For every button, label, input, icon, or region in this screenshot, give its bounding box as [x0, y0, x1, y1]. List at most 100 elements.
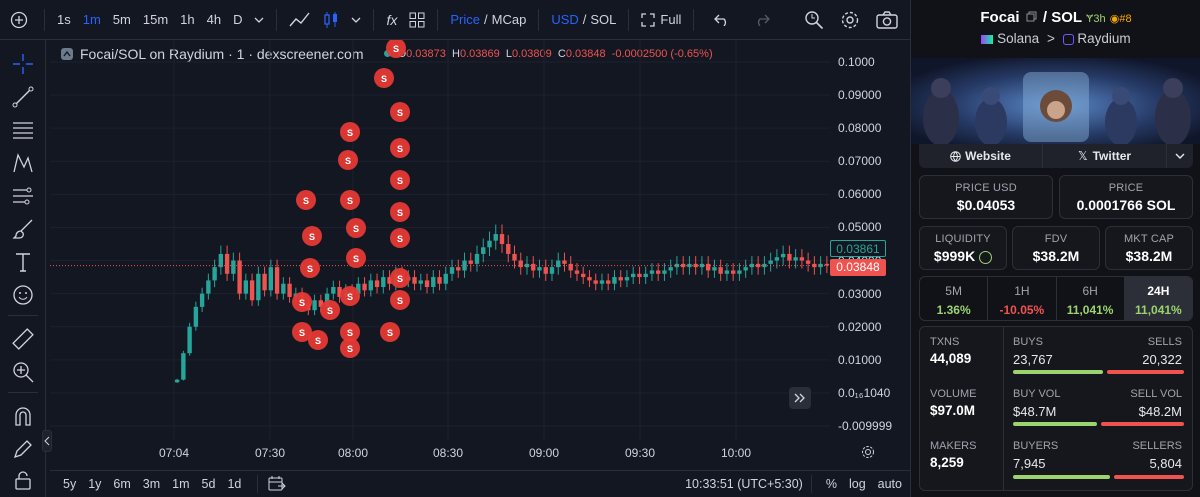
- emoji-tool[interactable]: [11, 283, 35, 307]
- collapse-toolbar-button[interactable]: [42, 430, 52, 452]
- candle-body: [768, 260, 773, 264]
- lock-tool[interactable]: [11, 468, 35, 492]
- indicators-button[interactable]: fx: [380, 0, 403, 40]
- candle-chart-type-button[interactable]: [317, 0, 345, 40]
- goto-date-button[interactable]: [268, 475, 287, 494]
- quote-symbol: SOL: [1051, 9, 1082, 26]
- y-tick-label: 0.0₁₆1040: [838, 385, 891, 400]
- dexscreener-logo-icon: [61, 48, 73, 60]
- range-1d[interactable]: 1d: [227, 477, 242, 491]
- log-scale-toggle[interactable]: log: [848, 477, 866, 491]
- add-symbol-button[interactable]: [0, 0, 38, 40]
- interval-15m[interactable]: 15m: [142, 12, 169, 27]
- clock-readout[interactable]: 10:33:51 (UTC+5:30): [685, 477, 803, 491]
- mktcap-card: MKT CAP $38.2M: [1105, 226, 1193, 270]
- symbol-title: Focai/SOL on Raydium · 1 · dexscreener.c…: [80, 46, 364, 62]
- axis-settings-button[interactable]: [861, 445, 875, 464]
- candle-body: [412, 277, 417, 284]
- raydium-icon: [1062, 33, 1074, 45]
- candle-body: [780, 253, 786, 258]
- search-spark-icon: [805, 10, 824, 29]
- y-tick-label: 0.06000: [838, 187, 882, 202]
- chart-type-dropdown-button[interactable]: [345, 0, 367, 40]
- range-6m[interactable]: 6m: [113, 477, 131, 491]
- candle-body: [487, 240, 492, 248]
- trendline-tool[interactable]: [11, 85, 35, 109]
- sell-marker: [390, 170, 410, 190]
- prediction-tool[interactable]: [11, 184, 35, 208]
- tab-24h[interactable]: 24H 11,041%: [1124, 277, 1192, 320]
- auto-scale-toggle[interactable]: auto: [877, 477, 902, 491]
- sell-marker: [390, 268, 410, 288]
- fib-tool[interactable]: [11, 118, 35, 142]
- interval-1s[interactable]: 1s: [57, 12, 71, 27]
- range-3m[interactable]: 3m: [142, 477, 161, 491]
- price-mcap-toggle[interactable]: Price / MCap: [450, 12, 527, 27]
- website-link[interactable]: Website: [919, 144, 1043, 168]
- twitter-link[interactable]: 𝕏 Twitter: [1043, 144, 1167, 168]
- interval-dropdown-button[interactable]: [248, 0, 270, 40]
- sell-marker-label: S: [315, 336, 321, 346]
- time-axis[interactable]: 07:04 07:30 08:00 08:30 09:00 09:30 10:00: [50, 440, 830, 466]
- chevron-left-icon: [44, 436, 50, 446]
- interval-5m[interactable]: 5m: [112, 12, 131, 27]
- undo-button[interactable]: [700, 0, 744, 40]
- interval-1m[interactable]: 1m: [82, 12, 101, 27]
- fullscreen-button[interactable]: Full: [635, 0, 687, 40]
- usd-sol-toggle[interactable]: USD / SOL: [551, 12, 617, 27]
- interval-4h[interactable]: 4h: [206, 12, 222, 27]
- candle-body: [656, 270, 661, 274]
- brush-tool[interactable]: [11, 217, 35, 241]
- sell-vol-stat: SELL VOL $48.2M: [1130, 388, 1182, 419]
- range-1m[interactable]: 1m: [172, 477, 190, 491]
- candle-body: [631, 273, 636, 278]
- candle-body: [206, 280, 211, 294]
- social-links: Website 𝕏 Twitter: [919, 144, 1193, 168]
- redo-button[interactable]: [744, 0, 780, 40]
- sell-marker-label: S: [381, 74, 387, 84]
- candle-body: [606, 280, 611, 284]
- sell-marker-label: S: [347, 292, 353, 302]
- pattern-tool[interactable]: [11, 151, 35, 175]
- percent-scale-toggle[interactable]: %: [825, 477, 837, 491]
- quick-search-button[interactable]: [796, 0, 832, 40]
- text-tool[interactable]: [11, 250, 35, 274]
- screenshot-button[interactable]: [868, 0, 910, 40]
- sell-marker-label: S: [307, 264, 313, 274]
- candle-body: [556, 260, 561, 268]
- chevron-down-icon: [1175, 153, 1185, 159]
- line-chart-type-button[interactable]: [283, 0, 317, 40]
- settings-button[interactable]: [832, 0, 868, 40]
- dex-name[interactable]: Raydium: [1077, 31, 1131, 46]
- scroll-to-realtime-button[interactable]: [789, 387, 811, 409]
- tab-1h[interactable]: 1H -10.05%: [988, 277, 1057, 320]
- range-5y[interactable]: 5y: [63, 477, 77, 491]
- candle-body: [612, 277, 617, 284]
- more-links-button[interactable]: [1167, 144, 1193, 168]
- interval-d[interactable]: D: [233, 12, 243, 27]
- sell-marker-label: S: [397, 144, 403, 154]
- stay-drawing-tool[interactable]: [11, 437, 35, 461]
- x-tick-label: 09:30: [624, 446, 656, 460]
- candle-body: [568, 263, 573, 271]
- templates-button[interactable]: [403, 0, 431, 40]
- makers-stat: MAKERS 8,259: [930, 440, 977, 470]
- range-1y[interactable]: 1y: [88, 477, 102, 491]
- locked-liquidity-icon[interactable]: [979, 250, 993, 264]
- crosshair-tool[interactable]: [11, 52, 35, 76]
- candle-body: [287, 283, 292, 297]
- zoom-tool[interactable]: [11, 360, 35, 384]
- candle-body: [199, 293, 205, 307]
- interval-1h[interactable]: 1h: [180, 12, 195, 27]
- chain-name[interactable]: Solana: [997, 31, 1040, 46]
- ruler-tool[interactable]: [11, 327, 35, 351]
- candle-body: [449, 267, 455, 274]
- undo-icon: [714, 14, 727, 26]
- range-5d[interactable]: 5d: [201, 477, 216, 491]
- tab-5m[interactable]: 5M 1.36%: [920, 277, 989, 320]
- tab-6h[interactable]: 6H 11,041%: [1057, 277, 1125, 320]
- magnet-tool[interactable]: [11, 404, 35, 428]
- candle-body: [468, 260, 473, 264]
